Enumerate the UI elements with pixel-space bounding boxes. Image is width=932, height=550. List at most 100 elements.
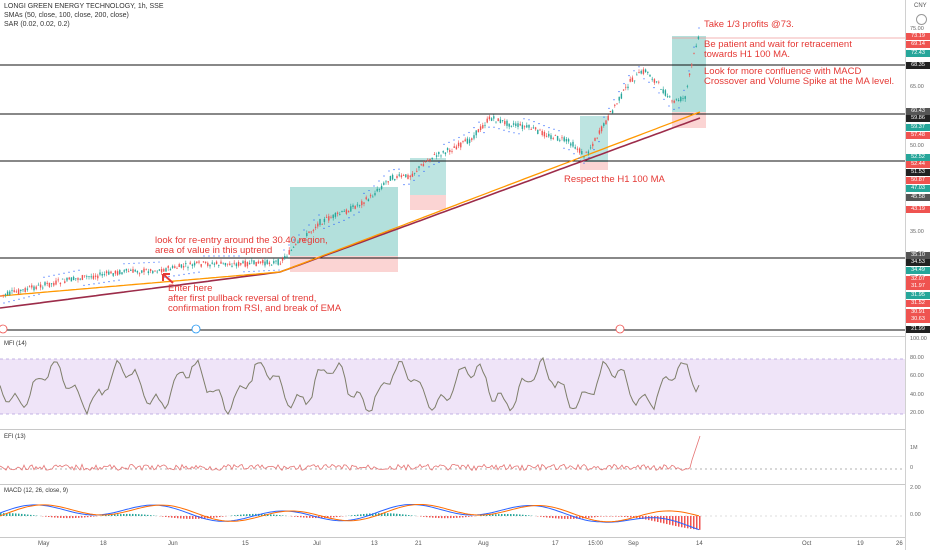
candle-body xyxy=(464,139,466,142)
candle-body xyxy=(202,261,205,263)
annotation-confluence-2[interactable]: Crossover and Volume Spike at the MA lev… xyxy=(704,76,895,87)
candle-body xyxy=(15,291,18,293)
annotation-patience-2[interactable]: towards H1 100 MA. xyxy=(704,49,791,60)
candle-body xyxy=(486,118,488,123)
candle-body xyxy=(90,276,92,278)
efi-label[interactable]: EFI (13) xyxy=(4,434,26,440)
price-tag: 73.19 xyxy=(906,33,930,40)
candle-body xyxy=(143,268,145,273)
annotation-reentry-2[interactable]: area of value in this uptrend xyxy=(155,245,273,256)
candle-body xyxy=(567,139,570,142)
sar-dot xyxy=(508,131,510,133)
sar-dot xyxy=(463,134,465,136)
macd-histogram-bar xyxy=(693,516,695,530)
sar-dot xyxy=(473,127,475,129)
sar-indicator-label[interactable]: SAR (0.02, 0.02, 0.2) xyxy=(4,21,70,28)
candle-body xyxy=(367,199,370,202)
macd-histogram-bar xyxy=(423,516,425,517)
candle-body xyxy=(515,123,517,126)
candle-body xyxy=(554,135,557,136)
candle-body xyxy=(178,264,180,268)
macd-histogram-bar xyxy=(15,513,17,516)
annotation-respect-ma[interactable]: Respect the H1 100 MA xyxy=(564,174,665,185)
candle-body xyxy=(431,157,433,160)
candle-body xyxy=(108,271,110,275)
macd-histogram-bar xyxy=(261,513,263,516)
pane-separator-efi[interactable] xyxy=(0,429,906,430)
sar-dot xyxy=(563,147,565,149)
time-axis-border xyxy=(0,537,906,538)
candle-body xyxy=(592,143,594,147)
sar-dot xyxy=(303,229,305,231)
macd-histogram-bar xyxy=(591,516,593,518)
candle-body xyxy=(59,282,62,285)
candle-body xyxy=(598,130,601,134)
candle-body xyxy=(237,262,240,266)
candle-body xyxy=(653,79,656,83)
symbol-title[interactable]: LONGI GREEN ENERGY TECHNOLOGY, 1h, SSE xyxy=(4,3,164,10)
candle-body xyxy=(224,262,227,266)
candle-body xyxy=(39,284,42,288)
candle-body xyxy=(537,129,539,134)
annotation-confluence-1[interactable]: Look for more confluence with MACD xyxy=(704,66,862,77)
annotation-enter-2[interactable]: after first pullback reversal of trend, xyxy=(168,293,317,304)
candle-body xyxy=(378,188,381,190)
macd-histogram-bar xyxy=(372,513,374,516)
macd-histogram-bar xyxy=(183,516,185,519)
candle-body xyxy=(490,118,493,121)
candle-body xyxy=(596,137,598,139)
annotation-take-profit[interactable]: Take 1/3 profits @73. xyxy=(704,19,794,30)
sar-dot xyxy=(603,116,605,118)
candle-body xyxy=(44,282,46,286)
macd-histogram-bar xyxy=(87,516,89,518)
sar-dot xyxy=(633,70,635,72)
candle-body xyxy=(627,86,629,89)
main-chart-canvas[interactable] xyxy=(0,0,906,550)
annotation-patience-1[interactable]: Be patient and wait for retracement xyxy=(704,39,852,50)
macd-histogram-bar xyxy=(510,514,512,516)
sar-dot xyxy=(618,91,620,93)
macd-histogram-bar xyxy=(540,516,542,517)
annotation-enter-3[interactable]: confirmation from RSI, and break of EMA xyxy=(168,303,342,314)
sar-dot xyxy=(388,170,390,172)
macd-histogram-bar xyxy=(147,514,149,516)
candle-body xyxy=(446,148,449,151)
macd-histogram-bar xyxy=(297,516,299,518)
macd-histogram-bar xyxy=(243,514,245,516)
macd-histogram-bar xyxy=(561,516,563,519)
candle-body xyxy=(398,174,400,176)
sar-dot xyxy=(253,270,255,272)
macd-histogram-bar xyxy=(0,513,2,516)
macd-histogram-bar xyxy=(330,516,332,518)
annotation-reentry-1[interactable]: look for re-entry around the 30.40 regio… xyxy=(155,235,328,246)
candle-body xyxy=(691,64,693,66)
sar-dot xyxy=(193,272,195,274)
candle-body xyxy=(429,158,431,161)
mfi-label[interactable]: MFI (14) xyxy=(4,341,27,347)
macd-tick: 0.00 xyxy=(910,512,921,518)
candle-body xyxy=(451,151,453,152)
pane-separator-mfi[interactable] xyxy=(0,336,906,337)
candle-body xyxy=(97,275,99,279)
sar-dot xyxy=(448,141,450,143)
macd-histogram-bar xyxy=(528,515,530,516)
sar-dot xyxy=(498,128,500,130)
macd-label[interactable]: MACD (12, 26, close, 9) xyxy=(4,488,69,494)
pane-separator-macd[interactable] xyxy=(0,484,906,485)
sar-dot xyxy=(53,274,55,276)
candle-body xyxy=(655,81,658,83)
sma-indicator-label[interactable]: SMAs (50, close, 100, close, 200, close) xyxy=(4,12,129,19)
entry-arrow-icon xyxy=(162,273,174,284)
sar-dot xyxy=(578,157,580,159)
candle-body xyxy=(614,104,616,106)
candle-body xyxy=(413,172,416,174)
candle-body xyxy=(400,175,403,178)
candle-body xyxy=(561,137,563,139)
annotation-enter-1[interactable]: Enter here xyxy=(168,283,213,294)
settings-icon[interactable] xyxy=(916,14,927,25)
candle-body xyxy=(277,259,279,265)
candle-body xyxy=(211,262,213,264)
mfi-tick: 20.00 xyxy=(910,410,924,416)
candle-body xyxy=(301,238,304,240)
candle-body xyxy=(248,262,251,265)
